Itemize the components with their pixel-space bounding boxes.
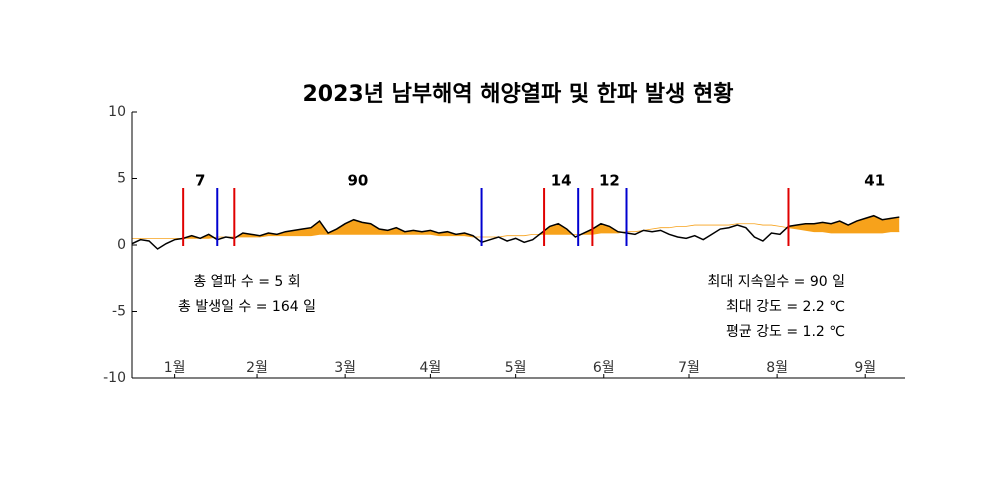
chart-title: 2023년 남부해역 해양열파 및 한파 발생 현황 [302,82,733,107]
anomaly-line [131,214,900,250]
stat-text: 총 발생일 수 = 164 일 [178,299,316,315]
event-duration: 14 [551,172,572,190]
event-duration: 41 [864,172,885,190]
stat-text: 최대 강도 = 2.2 ℃ [726,299,845,315]
x-tick-label: 3월 [334,360,356,376]
x-tick-label: 8월 [766,360,788,376]
stat-text: 최대 지속일수 = 90 일 [707,274,845,290]
y-tick-label: -10 [103,370,126,386]
y-tick-label: 5 [117,171,126,187]
y-tick-label: 10 [108,104,126,120]
exceedance-fill [132,215,900,239]
event-duration: 12 [599,172,620,190]
stat-text: 평균 강도 = 1.2 ℃ [726,324,845,340]
stat-text: 총 열파 수 = 5 회 [193,274,300,290]
x-tick-label: 6월 [593,360,615,376]
event-duration: 7 [195,172,205,190]
x-tick-label: 1월 [164,360,186,376]
x-tick-label: 4월 [420,360,442,376]
y-tick-label: 0 [117,237,126,253]
threshold-line [132,223,900,239]
event-duration: 90 [347,172,368,190]
x-tick-label: 2월 [246,360,268,376]
x-tick-label: 5월 [505,360,527,376]
x-tick-label: 9월 [854,360,876,376]
y-tick-label: -5 [112,304,126,320]
x-tick-label: 7월 [678,360,700,376]
